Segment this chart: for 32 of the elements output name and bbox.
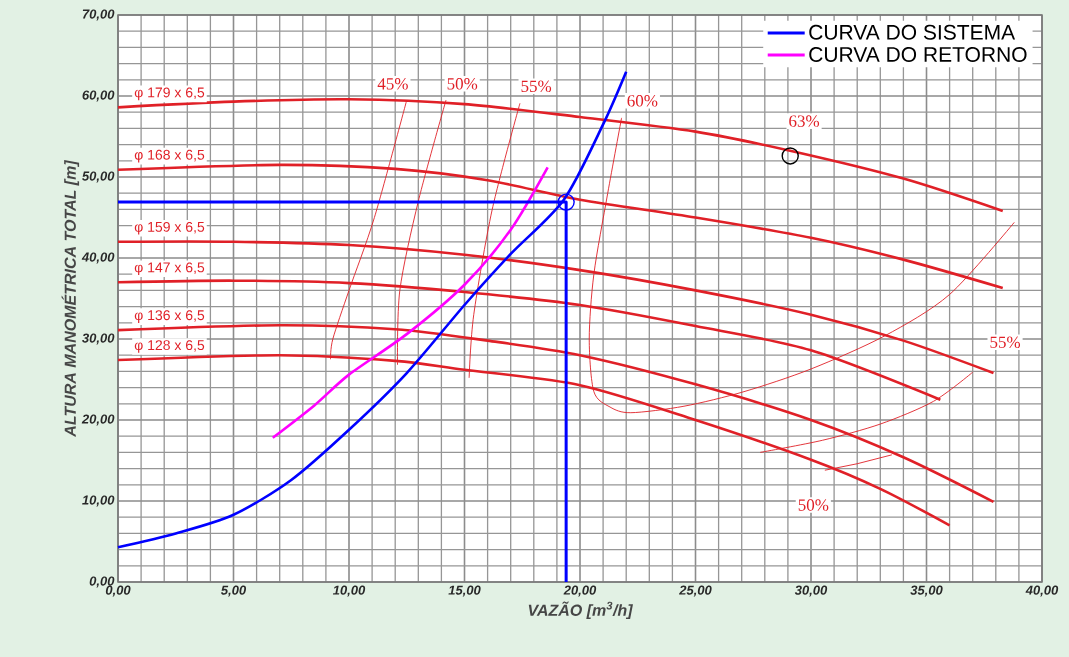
y-tick-label: 20,00 <box>81 414 115 426</box>
x-axis-title: VAZÃO [m$^{3}$/h] <box>528 601 633 620</box>
y-axis-title: ALTURA MANOMÉTRICA TOTAL [m] <box>61 159 80 438</box>
x-tick-label: 25,00 <box>679 585 712 597</box>
x-tick-label: 30,00 <box>794 585 828 597</box>
annotation: 63% <box>789 115 820 127</box>
x-tick-label: 5,00 <box>220 585 247 597</box>
y-tick-label: 30,00 <box>82 333 115 345</box>
series-label: φ 159 x 6,5 <box>134 221 205 235</box>
x-tick-label: 10,00 <box>332 585 366 597</box>
y-tick-label: 50,00 <box>82 171 115 183</box>
series-label: φ 179 x 6,5 <box>134 87 205 101</box>
x-tick-label: 40,00 <box>1025 585 1059 597</box>
series-label: φ 147 x 6,5 <box>134 262 205 276</box>
series-label: φ 168 x 6,5 <box>134 149 205 163</box>
y-tick-label: 10,00 <box>82 495 115 507</box>
series-label: φ 128 x 6,5 <box>134 340 205 353</box>
legend-label: CURVA DO RETORNO <box>809 47 1027 62</box>
annotation: 55% <box>990 336 1021 348</box>
y-tick-label: 70,00 <box>82 9 115 21</box>
y-tick-label: 60,00 <box>82 90 115 102</box>
legend-label: CURVA DO SISTEMA <box>809 24 1016 40</box>
annotation: 50% <box>447 78 478 90</box>
annotation: 50% <box>798 499 829 511</box>
annotation: 60% <box>627 95 658 107</box>
series-label: φ 136 x 6,5 <box>134 310 205 323</box>
annotation: 45% <box>377 78 408 90</box>
x-tick-label: 15,00 <box>448 585 481 597</box>
x-tick-label: 35,00 <box>910 585 943 597</box>
annotation: 55% <box>521 80 552 93</box>
x-tick-label: 20,00 <box>563 585 597 597</box>
y-tick-label: 40,00 <box>81 252 115 264</box>
